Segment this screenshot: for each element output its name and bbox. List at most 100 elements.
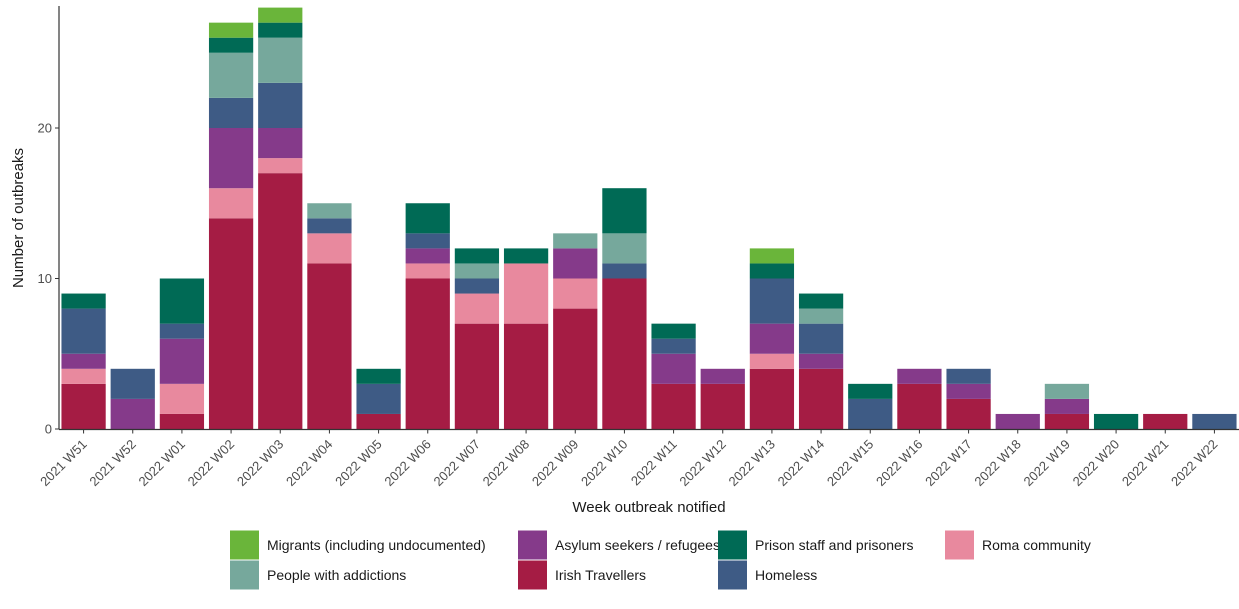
bar-segment-homeless-2022-w05 bbox=[356, 383, 401, 414]
bar-segment-asylum-seekers-refugees-2022-w17 bbox=[946, 383, 991, 399]
bar-segment-homeless-2022-w03 bbox=[258, 82, 303, 128]
legend-swatch-migrants-including-undocumented bbox=[230, 530, 259, 560]
bar-segment-irish-travellers-2022-w07 bbox=[454, 323, 500, 429]
bar-segment-irish-travellers-2022-w09 bbox=[553, 308, 598, 429]
bar-segment-homeless-2022-w14 bbox=[798, 323, 844, 354]
bar-segment-roma-community-2022-w04 bbox=[307, 233, 352, 264]
legend-swatch-homeless bbox=[718, 560, 747, 590]
y-tick-label-10: 10 bbox=[38, 271, 52, 286]
legend-label-irish-travellers: Irish Travellers bbox=[555, 567, 646, 583]
bar-segment-irish-travellers-2022-w14 bbox=[798, 368, 844, 429]
bar-segment-prison-staff-and-prisoners-2022-w11 bbox=[651, 323, 696, 339]
bar-segment-homeless-2022-w17 bbox=[946, 368, 991, 384]
bar-segment-prison-staff-and-prisoners-2022-w15 bbox=[848, 383, 893, 399]
bar-segment-asylum-seekers-refugees-2022-w16 bbox=[897, 368, 942, 384]
y-tick-label-0: 0 bbox=[45, 422, 52, 437]
x-tick-label-2022-w19: 2022 W19 bbox=[1021, 437, 1074, 490]
bar-segment-irish-travellers-2022-w16 bbox=[897, 383, 942, 429]
bar-segment-migrants-including-undocumented-2022-w03 bbox=[258, 7, 303, 23]
bar-segment-homeless-2021-w52 bbox=[110, 368, 155, 399]
y-tick-label-20: 20 bbox=[38, 121, 52, 136]
bar-segment-prison-staff-and-prisoners-2022-w14 bbox=[798, 293, 844, 309]
x-tick-label-2022-w18: 2022 W18 bbox=[971, 437, 1024, 490]
bar-segment-irish-travellers-2022-w01 bbox=[159, 413, 205, 429]
bar-segment-prison-staff-and-prisoners-2022-w20 bbox=[1093, 413, 1139, 429]
bar-segment-people-with-addictions-2022-w02 bbox=[208, 52, 254, 98]
bar-segment-asylum-seekers-refugees-2022-w06 bbox=[405, 248, 450, 264]
bar-segment-prison-staff-and-prisoners-2022-w03 bbox=[258, 22, 303, 38]
bar-segment-asylum-seekers-refugees-2022-w13 bbox=[749, 323, 795, 354]
bar-segment-irish-travellers-2022-w08 bbox=[503, 323, 549, 429]
bar-segment-homeless-2022-w01 bbox=[159, 323, 205, 339]
legend-label-migrants-including-undocumented: Migrants (including undocumented) bbox=[267, 537, 486, 553]
x-tick-label-2022-w15: 2022 W15 bbox=[824, 437, 877, 490]
bar-segment-asylum-seekers-refugees-2022-w03 bbox=[258, 128, 303, 159]
bar-segment-homeless-2022-w07 bbox=[454, 278, 500, 294]
x-tick-label-2022-w13: 2022 W13 bbox=[726, 437, 779, 490]
bar-segment-asylum-seekers-refugees-2022-w19 bbox=[1044, 398, 1090, 414]
bar-segment-people-with-addictions-2022-w07 bbox=[454, 263, 500, 279]
bar-segment-asylum-seekers-refugees-2022-w18 bbox=[995, 413, 1040, 429]
bar-segment-irish-travellers-2022-w19 bbox=[1044, 413, 1090, 429]
bar-segment-irish-travellers-2022-w10 bbox=[602, 278, 647, 429]
bar-segment-irish-travellers-2022-w04 bbox=[307, 263, 352, 429]
legend: Migrants (including undocumented) People … bbox=[230, 530, 1091, 590]
bar-segment-roma-community-2022-w09 bbox=[553, 278, 598, 309]
bar-segment-roma-community-2022-w02 bbox=[208, 188, 254, 219]
bar-segment-prison-staff-and-prisoners-2022-w10 bbox=[602, 188, 647, 234]
bar-segment-roma-community-2022-w03 bbox=[258, 158, 303, 174]
bar-segment-asylum-seekers-refugees-2022-w09 bbox=[553, 248, 598, 279]
legend-label-prison-staff-and-prisoners: Prison staff and prisoners bbox=[755, 537, 914, 553]
bar-segment-asylum-seekers-refugees-2022-w11 bbox=[651, 353, 696, 384]
bar-segment-prison-staff-and-prisoners-2022-w01 bbox=[159, 278, 205, 324]
x-tick-label-2022-w20: 2022 W20 bbox=[1070, 437, 1123, 490]
bar-segment-homeless-2022-w13 bbox=[749, 278, 795, 324]
bar-segment-asylum-seekers-refugees-2022-w01 bbox=[159, 338, 205, 384]
bar-segment-roma-community-2022-w01 bbox=[159, 383, 205, 414]
x-tick-label-2022-w11: 2022 W11 bbox=[628, 437, 680, 489]
bar-segment-irish-travellers-2022-w05 bbox=[356, 413, 401, 429]
bar-segment-irish-travellers-2022-w02 bbox=[208, 218, 254, 429]
bar-segment-irish-travellers-2022-w17 bbox=[946, 398, 991, 429]
x-tick-label-2022-w10: 2022 W10 bbox=[578, 437, 631, 490]
x-tick-label-2022-w01: 2022 W01 bbox=[136, 437, 189, 490]
bar-segment-people-with-addictions-2022-w14 bbox=[798, 308, 844, 324]
bar-segment-prison-staff-and-prisoners-2022-w13 bbox=[749, 263, 795, 279]
bar-segment-asylum-seekers-refugees-2022-w12 bbox=[700, 368, 745, 384]
bar-segment-people-with-addictions-2022-w03 bbox=[258, 37, 303, 83]
bar-segment-homeless-2022-w04 bbox=[307, 218, 352, 234]
x-tick-label-2022-w06: 2022 W06 bbox=[381, 437, 434, 490]
legend-swatch-prison-staff-and-prisoners bbox=[718, 530, 747, 560]
bar-segment-roma-community-2022-w07 bbox=[454, 293, 500, 324]
legend-label-people-with-addictions: People with addictions bbox=[267, 567, 406, 583]
x-axis-title: Week outbreak notified bbox=[572, 499, 725, 516]
bar-segment-people-with-addictions-2022-w04 bbox=[307, 203, 352, 219]
x-tick-label-2021-w51: 2021 W51 bbox=[37, 437, 90, 490]
x-tick-label-2022-w03: 2022 W03 bbox=[234, 437, 287, 490]
bar-segment-asylum-seekers-refugees-2022-w14 bbox=[798, 353, 844, 369]
x-tick-label-2022-w09: 2022 W09 bbox=[529, 437, 582, 490]
bar-segment-roma-community-2021-w51 bbox=[61, 368, 106, 384]
x-tick-label-2022-w07: 2022 W07 bbox=[431, 437, 484, 490]
bars-layer bbox=[61, 7, 1237, 429]
bar-segment-prison-staff-and-prisoners-2022-w02 bbox=[208, 37, 254, 53]
x-tick-label-2022-w02: 2022 W02 bbox=[185, 437, 238, 490]
bar-segment-irish-travellers-2022-w03 bbox=[258, 173, 303, 429]
bar-segment-irish-travellers-2022-w12 bbox=[700, 383, 745, 429]
legend-swatch-irish-travellers bbox=[518, 560, 547, 590]
x-tick-label-2022-w22: 2022 W22 bbox=[1168, 437, 1221, 490]
x-tick-label-2022-w16: 2022 W16 bbox=[873, 437, 926, 490]
bar-segment-homeless-2021-w51 bbox=[61, 308, 106, 354]
x-tick-label-2022-w12: 2022 W12 bbox=[676, 437, 729, 490]
legend-label-roma-community: Roma community bbox=[982, 537, 1091, 553]
bar-segment-roma-community-2022-w13 bbox=[749, 353, 795, 369]
bar-segment-prison-staff-and-prisoners-2021-w51 bbox=[61, 293, 106, 309]
bar-segment-prison-staff-and-prisoners-2022-w05 bbox=[356, 368, 401, 384]
x-tick-label-2022-w21: 2022 W21 bbox=[1119, 437, 1172, 490]
bar-segment-homeless-2022-w06 bbox=[405, 233, 450, 249]
bar-segment-people-with-addictions-2022-w19 bbox=[1044, 383, 1090, 399]
bar-segment-migrants-including-undocumented-2022-w02 bbox=[208, 22, 254, 38]
bar-segment-people-with-addictions-2022-w09 bbox=[553, 233, 598, 249]
